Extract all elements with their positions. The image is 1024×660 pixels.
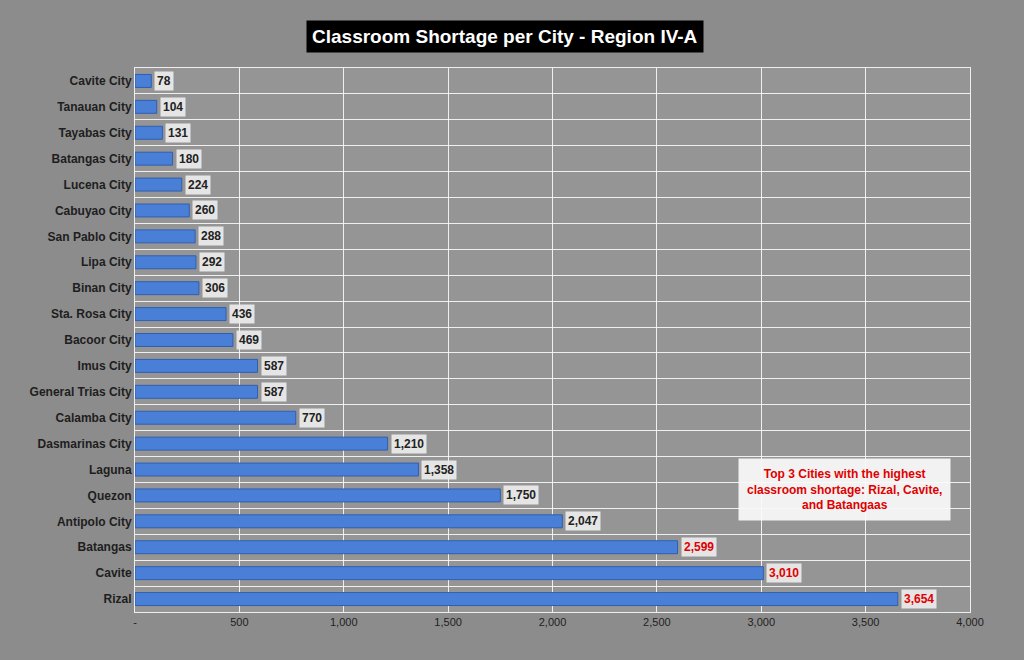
- svg-text:Dasmarinas City: Dasmarinas City: [38, 437, 132, 451]
- svg-text:Lucena City: Lucena City: [64, 178, 132, 192]
- svg-text:436: 436: [232, 307, 252, 321]
- svg-text:Calamba City: Calamba City: [56, 411, 132, 425]
- svg-text:Rizal: Rizal: [104, 592, 132, 606]
- svg-text:General Trias City: General Trias City: [30, 385, 132, 399]
- svg-text:2,047: 2,047: [568, 514, 598, 528]
- svg-text:Binan City: Binan City: [72, 281, 132, 295]
- svg-text:78: 78: [157, 74, 171, 88]
- svg-text:Bacoor City: Bacoor City: [64, 333, 132, 347]
- svg-text:Batangas: Batangas: [78, 540, 132, 554]
- svg-text:3,654: 3,654: [904, 592, 934, 606]
- svg-text:Imus City: Imus City: [78, 359, 132, 373]
- svg-text:288: 288: [201, 229, 221, 243]
- svg-text:Top 3 Cities with the highestc: Top 3 Cities with the highestclassroom s…: [747, 467, 942, 512]
- svg-text:Tayabas City: Tayabas City: [58, 126, 131, 140]
- svg-text:Cabuyao City: Cabuyao City: [55, 204, 132, 218]
- svg-text:3,000: 3,000: [747, 616, 775, 628]
- svg-text:Laguna: Laguna: [89, 463, 132, 477]
- svg-text:2,500: 2,500: [643, 616, 671, 628]
- svg-text:Lipa City: Lipa City: [81, 255, 132, 269]
- svg-text:Antipolo City: Antipolo City: [57, 515, 132, 529]
- svg-text:3,500: 3,500: [852, 616, 880, 628]
- svg-text:1,000: 1,000: [330, 616, 358, 628]
- svg-text:260: 260: [195, 203, 215, 217]
- svg-text:2,000: 2,000: [539, 616, 567, 628]
- svg-text:2,599: 2,599: [684, 540, 714, 554]
- svg-text:3,010: 3,010: [769, 566, 799, 580]
- svg-text:-: -: [133, 616, 137, 628]
- svg-text:104: 104: [163, 100, 183, 114]
- svg-text:1,210: 1,210: [394, 437, 424, 451]
- svg-text:469: 469: [239, 333, 259, 347]
- svg-text:1,500: 1,500: [434, 616, 462, 628]
- svg-text:1,358: 1,358: [424, 463, 454, 477]
- svg-text:306: 306: [205, 281, 225, 295]
- svg-text:Sta. Rosa City: Sta. Rosa City: [51, 307, 132, 321]
- svg-text:292: 292: [202, 255, 222, 269]
- svg-text:224: 224: [188, 178, 208, 192]
- svg-text:587: 587: [264, 385, 284, 399]
- svg-text:180: 180: [179, 152, 199, 166]
- svg-text:131: 131: [168, 126, 188, 140]
- svg-text:San Pablo City: San Pablo City: [48, 230, 132, 244]
- svg-text:Batangas City: Batangas City: [52, 152, 132, 166]
- svg-text:587: 587: [264, 359, 284, 373]
- svg-text:Quezon: Quezon: [88, 489, 132, 503]
- svg-text:4,000: 4,000: [956, 616, 984, 628]
- svg-text:1,750: 1,750: [506, 488, 536, 502]
- svg-text:500: 500: [230, 616, 248, 628]
- svg-text:770: 770: [302, 411, 322, 425]
- svg-text:Cavite City: Cavite City: [70, 74, 132, 88]
- svg-text:Classroom Shortage per City -: Classroom Shortage per City - Region IV-…: [312, 26, 698, 47]
- svg-text:Tanauan City: Tanauan City: [57, 100, 132, 114]
- svg-text:Cavite: Cavite: [96, 566, 132, 580]
